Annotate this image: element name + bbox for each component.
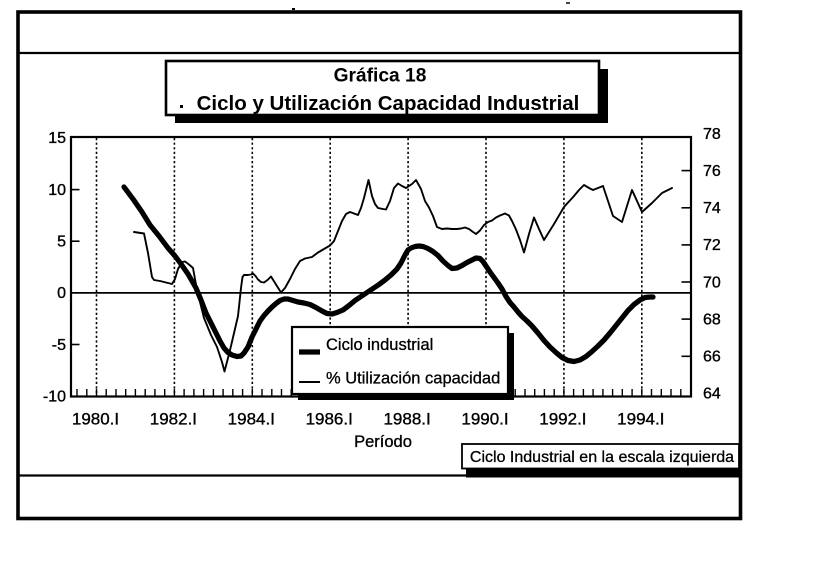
svg-text:1994.I: 1994.I: [617, 410, 664, 429]
svg-text:5: 5: [57, 234, 66, 251]
svg-text:Ciclo Industrial en la escala: Ciclo Industrial en la escala izquierda: [470, 449, 734, 466]
svg-text:15: 15: [48, 130, 66, 147]
svg-text:Ciclo y Utilización Capacidad: Ciclo y Utilización Capacidad Industrial: [197, 92, 580, 115]
svg-text:74: 74: [703, 200, 721, 217]
svg-text:76: 76: [703, 163, 721, 180]
svg-text:0: 0: [57, 285, 66, 302]
svg-text:% Utilización capacidad: % Utilización capacidad: [326, 370, 500, 388]
svg-text:-10: -10: [43, 388, 66, 405]
svg-text:1988.I: 1988.I: [383, 410, 430, 429]
svg-text:1986.I: 1986.I: [306, 410, 353, 429]
svg-text:-5: -5: [52, 337, 66, 354]
svg-text:1992.I: 1992.I: [539, 410, 586, 429]
svg-text:78: 78: [703, 126, 721, 143]
svg-text:1984.I: 1984.I: [228, 410, 275, 429]
svg-text:10: 10: [48, 182, 66, 199]
svg-text:68: 68: [703, 311, 721, 328]
svg-text:1980.I: 1980.I: [72, 410, 119, 429]
svg-text:72: 72: [703, 237, 721, 254]
svg-text:Gráfica 18: Gráfica 18: [334, 66, 427, 87]
svg-text:1982.I: 1982.I: [150, 410, 197, 429]
svg-text:66: 66: [703, 349, 721, 366]
svg-text:Período: Período: [354, 433, 412, 451]
svg-text:64: 64: [703, 386, 721, 403]
svg-text:Ciclo industrial: Ciclo industrial: [326, 336, 433, 354]
svg-text:70: 70: [703, 274, 721, 291]
svg-text:1990.I: 1990.I: [461, 410, 508, 429]
